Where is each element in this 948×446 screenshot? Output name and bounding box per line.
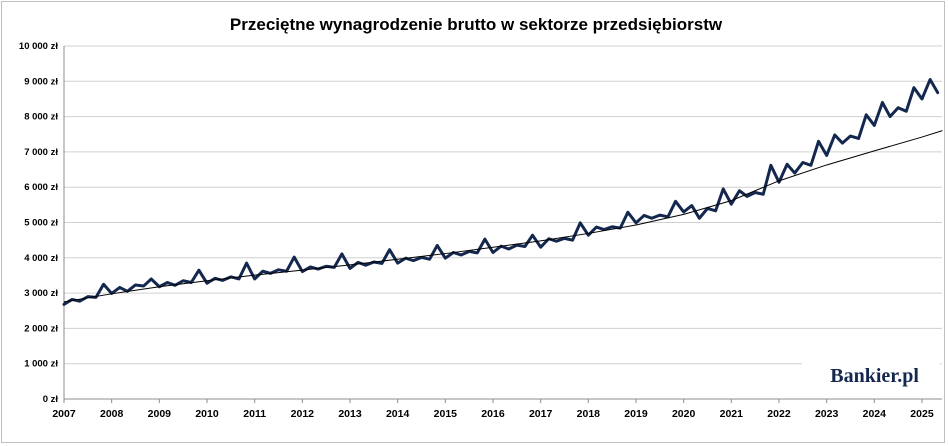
x-tick-label: 2013: [338, 408, 362, 420]
chart-title: Przeciętne wynagrodzenie brutto w sektor…: [230, 15, 723, 34]
grid-lines: [63, 45, 942, 400]
y-tick-label: 6 000 zł: [24, 182, 58, 193]
x-tick-label: 2011: [243, 408, 266, 420]
x-tick-label: 2020: [672, 408, 696, 420]
x-tick-label: 2012: [291, 408, 315, 420]
x-tick-label: 2016: [481, 408, 505, 420]
x-tick-label: 2018: [577, 408, 601, 420]
y-tick-label: 0 zł: [43, 394, 59, 405]
x-tick-label: 2009: [148, 408, 172, 420]
y-tick-label: 7 000 zł: [24, 147, 58, 158]
series-layer: [62, 78, 943, 306]
x-tick-label: 2022: [767, 408, 791, 420]
x-tick-label: 2023: [815, 408, 839, 420]
x-tick-label: 2008: [100, 408, 124, 420]
x-tick-label: 2014: [386, 408, 410, 420]
x-tick-label: 2024: [863, 408, 887, 420]
y-tick-label: 1 000 zł: [24, 359, 58, 370]
y-tick-label: 5 000 zł: [24, 218, 58, 229]
x-tick-label: 2025: [910, 408, 934, 420]
x-tick-label: 2017: [529, 408, 553, 420]
y-tick-label: 10 000 zł: [19, 41, 58, 52]
x-tick-label: 2021: [720, 408, 744, 420]
y-tick-label: 4 000 zł: [24, 253, 58, 264]
trend-line: [63, 130, 943, 303]
x-tick-label: 2015: [434, 408, 458, 420]
bankier-logo: Bankier.pl: [830, 365, 919, 387]
x-tick-label: 2007: [52, 408, 76, 420]
y-tick-label: 8 000 zł: [24, 112, 58, 123]
x-tick-label: 2019: [624, 408, 648, 420]
y-tick-label: 2 000 zł: [24, 323, 58, 334]
y-tick-label: 3 000 zł: [24, 288, 58, 299]
x-axis-ticks: 2007 2008 2009 2010 2011 2012 2013 2014 2015 2016…: [52, 399, 934, 420]
logo-background: [802, 358, 940, 392]
salary-series-line: [62, 78, 940, 306]
y-axis-ticks: 0 zł 1 000 zł 2 000 zł 3 000 zł 4 000 zł 5 00…: [19, 41, 58, 405]
y-tick-label: 9 000 zł: [24, 76, 58, 87]
x-tick-label: 2010: [195, 408, 219, 420]
